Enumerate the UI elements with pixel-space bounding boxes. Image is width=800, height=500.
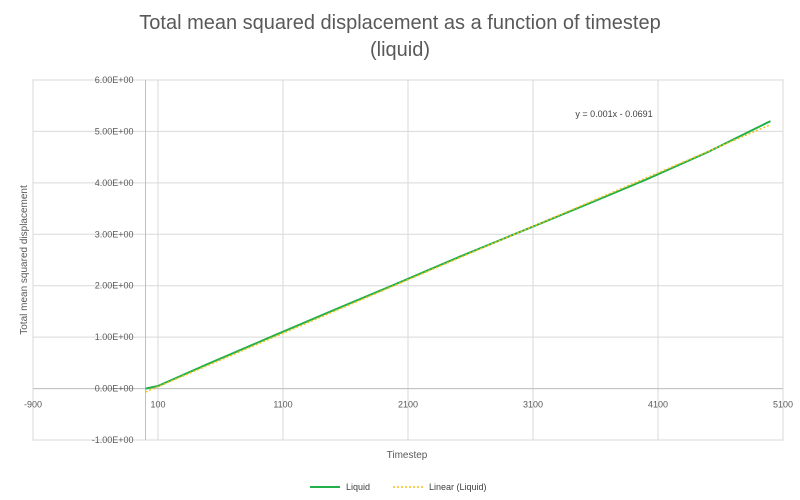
y-tick-label: 2.00E+00 [95,281,134,291]
x-tick-label: 100 [150,400,165,410]
legend: Liquid Linear (Liquid) [310,482,487,492]
x-tick-label: 1100 [273,400,292,410]
y-axis-title: Total mean squared displacement [19,185,30,335]
series-group [145,120,771,393]
x-axis-title: Timestep [387,450,428,461]
series-line-liquid [145,120,771,390]
y-tick-label: 1.00E+00 [95,332,134,342]
y-tick-label: 4.00E+00 [95,178,134,188]
x-tick-label: 2100 [398,400,418,410]
legend-label-linear: Linear (Liquid) [429,482,487,492]
chart-title-line-2: (liquid) [369,39,431,61]
chart-title: Total mean squared displacement as a fun… [0,10,800,64]
x-tick-label: 4100 [648,400,668,410]
trendline-equation: y = 0.001x - 0.0691 [575,109,652,119]
x-tick-label: -900 [24,400,42,410]
y-tick-label: 0.00E+00 [95,384,134,394]
tick-labels: -900 100 1100 2100 3100 4100 5100 -1.00E+00 0.00… [24,75,793,445]
x-tick-label: 3100 [523,400,543,410]
y-tick-label: 3.00E+00 [95,229,134,239]
x-tick-label: 5100 [773,400,793,410]
legend-label-liquid: Liquid [346,482,370,492]
trendline-linear-liquid [145,124,771,393]
y-tick-label: 6.00E+00 [95,75,134,85]
y-tick-label: -1.00E+00 [92,435,134,445]
chart-title-line-1: Total mean squared displacement as a fun… [139,12,661,34]
y-tick-label: 5.00E+00 [95,126,134,136]
axes [33,80,783,440]
